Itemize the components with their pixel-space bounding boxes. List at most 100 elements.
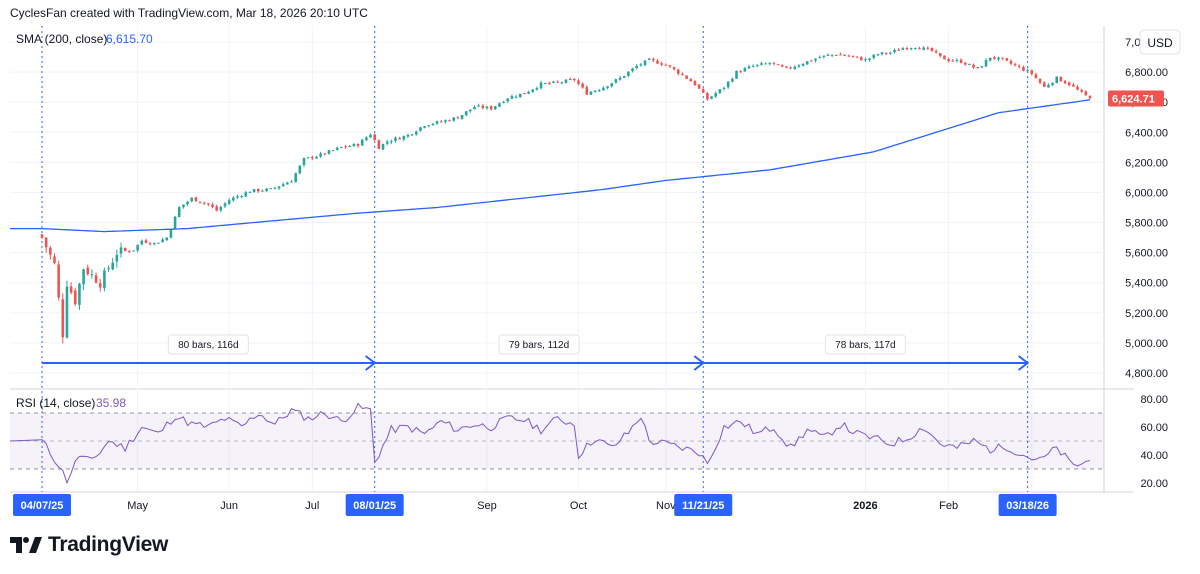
candle-body <box>560 82 564 84</box>
candle-body <box>577 80 580 84</box>
candle-body <box>597 89 601 92</box>
candle-body <box>444 120 447 122</box>
measure-label: 78 bars, 117d <box>835 340 895 351</box>
candle-body <box>123 248 127 251</box>
candle-body <box>456 117 460 119</box>
candle-body <box>103 270 106 289</box>
candle-body <box>111 262 114 270</box>
candle-body <box>814 58 817 61</box>
candle-body <box>548 82 551 84</box>
measure-arrow-head <box>365 355 377 371</box>
candle-body <box>685 75 688 79</box>
candle-body <box>1034 74 1038 79</box>
price-tick-label: 6,200.00 <box>1125 157 1168 169</box>
candle-body <box>169 228 173 238</box>
tradingview-logo-icon <box>10 537 42 553</box>
candle-body <box>568 79 572 81</box>
candle-body <box>498 103 501 107</box>
candle-body <box>390 141 393 143</box>
candle-body <box>843 54 846 56</box>
candle-body <box>780 65 784 67</box>
rsi-line <box>9 402 1091 485</box>
candle-body <box>639 64 643 66</box>
tradingview-logo[interactable]: TradingView <box>10 533 168 557</box>
candle-body <box>302 158 306 166</box>
candle-body <box>510 96 514 99</box>
candle-body <box>610 83 614 87</box>
candle-body <box>818 57 821 59</box>
candle-body <box>735 70 738 79</box>
chart-header-title: CyclesFan created with TradingView.com, … <box>10 6 368 20</box>
candle-body <box>681 73 684 75</box>
candle-body <box>722 87 726 89</box>
candle-body <box>82 269 85 285</box>
last-price-text: 6,624.71 <box>1112 93 1155 105</box>
time-tick-label: 2026 <box>853 500 877 512</box>
candle-body <box>177 207 181 218</box>
candle-body <box>647 58 651 60</box>
candle-body <box>785 66 788 68</box>
candle-body <box>810 60 813 62</box>
time-tick-label: Oct <box>570 500 587 512</box>
candle-body <box>701 89 705 93</box>
candle-body <box>427 125 431 127</box>
candle-body <box>1076 86 1079 90</box>
candle-body <box>331 150 335 152</box>
candle-body <box>909 48 913 50</box>
candle-body <box>144 240 148 243</box>
time-tick-label: May <box>127 500 148 512</box>
candle-body <box>53 256 56 263</box>
candles <box>40 46 1092 344</box>
candle-body <box>905 48 909 50</box>
candle-body <box>207 203 210 205</box>
candle-body <box>1009 60 1013 64</box>
candle-body <box>697 84 701 89</box>
candle-body <box>65 286 69 338</box>
candle-body <box>643 60 647 66</box>
candle-body <box>747 66 751 69</box>
sma-legend-label: SMA (200, close) <box>16 32 107 46</box>
candle-body <box>69 286 73 293</box>
candle-body <box>1047 84 1050 88</box>
candle-body <box>772 62 776 64</box>
candle-body <box>805 61 809 65</box>
candle-body <box>535 87 539 90</box>
candle-body <box>344 146 347 148</box>
candle-body <box>589 91 593 95</box>
candle-body <box>573 79 576 81</box>
candle-body <box>94 275 98 283</box>
candle-body <box>469 109 472 112</box>
candle-body <box>1059 76 1063 82</box>
date-marker-label: 04/07/25 <box>21 500 64 512</box>
candle-body <box>1001 57 1004 59</box>
candle-body <box>1013 64 1017 66</box>
candle-body <box>1038 78 1042 83</box>
candle-body <box>585 87 589 95</box>
candle-body <box>406 134 410 137</box>
candle-body <box>756 64 759 66</box>
candle-body <box>523 93 526 95</box>
candle-body <box>731 78 734 82</box>
candle-body <box>693 80 697 86</box>
candle-body <box>1072 84 1075 87</box>
candle-body <box>415 131 418 135</box>
currency-button[interactable]: USD <box>1139 29 1181 55</box>
candle-body <box>943 55 946 60</box>
candle-body <box>202 202 206 204</box>
candle-body <box>464 111 468 116</box>
candle-body <box>660 63 663 65</box>
candle-body <box>323 153 327 155</box>
candle-body <box>311 156 314 159</box>
candle-body <box>86 267 90 275</box>
candle-body <box>1042 82 1046 87</box>
candle-body <box>423 126 426 128</box>
candle-body <box>410 134 414 136</box>
candle-body <box>356 143 360 146</box>
candle-body <box>656 60 659 64</box>
candle-body <box>90 274 94 276</box>
candle-body <box>44 237 48 248</box>
candle-body <box>182 204 185 208</box>
candle-body <box>864 59 867 61</box>
candle-body <box>485 106 489 109</box>
